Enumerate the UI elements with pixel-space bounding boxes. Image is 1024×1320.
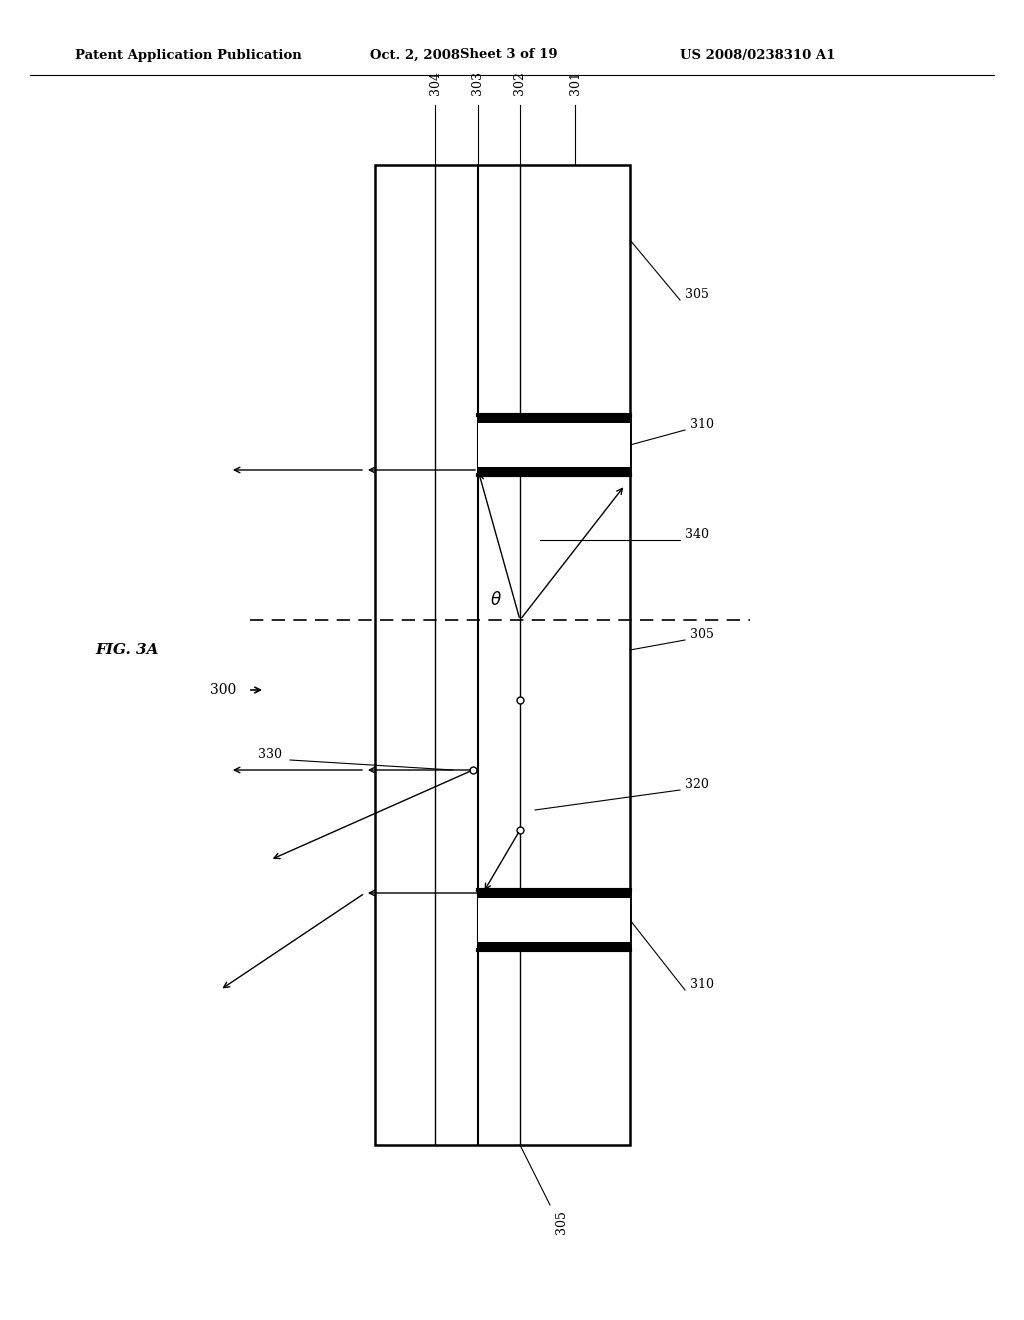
Text: 300: 300 (210, 682, 237, 697)
Text: 330: 330 (258, 748, 282, 762)
Text: 340: 340 (685, 528, 709, 541)
Text: 320: 320 (685, 779, 709, 792)
Text: 301: 301 (568, 71, 582, 95)
Bar (478, 890, 630, 950)
Bar (478, 422, 630, 467)
Bar (478, 414, 630, 475)
Polygon shape (375, 165, 630, 1144)
Text: 305: 305 (555, 1210, 568, 1234)
Text: 310: 310 (690, 418, 714, 432)
Bar (478, 898, 630, 942)
Text: Oct. 2, 2008: Oct. 2, 2008 (370, 49, 460, 62)
Text: 305: 305 (690, 628, 714, 642)
Text: 303: 303 (471, 71, 484, 95)
Text: Sheet 3 of 19: Sheet 3 of 19 (460, 49, 558, 62)
Text: 305: 305 (685, 289, 709, 301)
Text: FIG. 3A: FIG. 3A (95, 643, 159, 657)
Text: 302: 302 (513, 71, 526, 95)
Text: US 2008/0238310 A1: US 2008/0238310 A1 (680, 49, 836, 62)
Text: 304: 304 (428, 71, 441, 95)
Text: $\theta$: $\theta$ (490, 591, 502, 609)
Text: Patent Application Publication: Patent Application Publication (75, 49, 302, 62)
Text: 310: 310 (690, 978, 714, 991)
